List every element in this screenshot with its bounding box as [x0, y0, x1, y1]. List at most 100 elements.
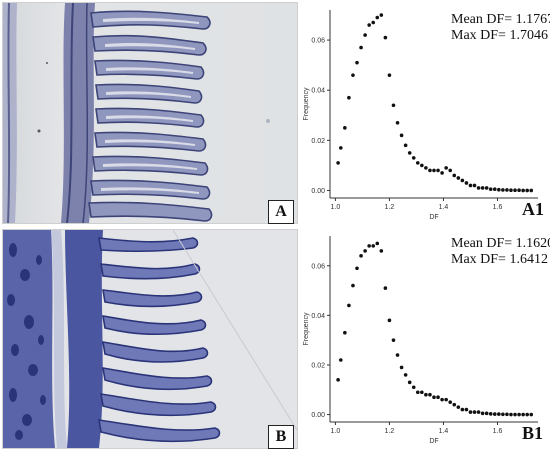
chart-b1-data-point [339, 358, 343, 362]
chart-b1-svg: 1.0 1.2 1.4 1.6 0.00 0.02 0.04 0.06 DF Frequency [303, 236, 538, 445]
chart-a1-data-point [440, 171, 444, 175]
chart-a1-data-point [476, 186, 481, 190]
panel-label-a: A [268, 200, 294, 224]
chart-a1-y-tick-label: 0.06 [311, 38, 325, 45]
chart-b1-data-point [484, 411, 489, 416]
chart-b1-data-point [448, 400, 453, 404]
chart-a1-data-point [497, 187, 501, 192]
chart-b1-data-point [379, 249, 384, 253]
chart-b1-data-point [521, 412, 525, 417]
chart-b1-x-tick-label: 1.0 [331, 428, 341, 435]
chart-a1-data-point [456, 176, 461, 180]
chart-a1-stats: Mean DF= 1.1767 Max DF= 1.7046 [451, 12, 550, 44]
chart-b1-data-point [387, 318, 392, 323]
chart-a1-max-df: Max DF= 1.7046 [451, 28, 548, 43]
chart-b1-data-point [509, 412, 513, 417]
chart-b1-panel-label: B1 [522, 423, 544, 443]
chart-b1-stats: Mean DF= 1.1620 Max DF= 1.6412 [451, 236, 550, 268]
chart-a1-data-point [432, 168, 436, 173]
micrograph-b-image [3, 230, 297, 448]
chart-b1-data-point [391, 338, 396, 342]
chart-a1-data-point [525, 188, 529, 193]
chart-b1-data-point [517, 412, 521, 417]
chart-a1-data-point [513, 188, 517, 193]
chart-a1-y-tick-label: 0.00 [311, 188, 325, 195]
chart-b1-data-point [411, 385, 416, 390]
chart-b1-data-point [371, 244, 376, 248]
chart-b1-data-point [464, 407, 469, 412]
chart-b1-data-point [497, 412, 501, 416]
chart-b1-data-point [343, 330, 347, 335]
chart-a1-data-point [411, 156, 416, 160]
chart-a1-x-axis-label: DF [429, 214, 438, 221]
chart-b1-data-point [359, 254, 363, 258]
chart-a1-data-point [468, 183, 473, 188]
chart-a1-data-point [355, 60, 359, 65]
chart-a1-x-tick-label: 1.2 [385, 204, 395, 211]
chart-a1-data-point [379, 13, 384, 17]
chart-a1-data-point [387, 73, 392, 77]
chart-b1-data-point [468, 410, 473, 414]
chart-b1-data-point [415, 390, 420, 395]
chart-b1-data-point [472, 410, 477, 414]
micrograph-panel-a [2, 2, 298, 224]
chart-b1-data-point [336, 378, 340, 382]
chart-a1-y-tick-label: 0.02 [311, 138, 325, 145]
panel-label-b: B [268, 425, 294, 449]
chart-b1-data-point [420, 390, 424, 395]
chart-a1-data-point [407, 151, 412, 155]
chart-a1-data-point [428, 168, 432, 173]
chart-a1-mean-df: Mean DF= 1.1767 [451, 12, 550, 27]
chart-b1-x-tick-label: 1.6 [493, 428, 503, 435]
chart-b1-max-df: Max DF= 1.6412 [451, 252, 548, 267]
chart-b1-data-point [395, 353, 400, 357]
chart-a1-data-point [444, 166, 448, 170]
chart-a1-data-point [383, 35, 388, 40]
chart-b1-data-point [432, 395, 436, 399]
chart-b1-y-tick-label: 0.06 [311, 263, 325, 270]
chart-a1-data-point [343, 126, 347, 130]
chart-b1-data-point [529, 412, 534, 417]
chart-a1-data-point [464, 181, 469, 185]
chart-a1-data-point [347, 95, 351, 100]
chart-a1-y-tick-label: 0.04 [311, 88, 325, 95]
chart-b1-data-point [480, 411, 485, 416]
micrograph-panel-b [2, 229, 298, 449]
chart-b1-data-point [456, 405, 461, 409]
chart-a1-data-point [529, 188, 534, 193]
chart-a1-data-point [371, 20, 376, 25]
chart-b1-data-point [444, 397, 448, 402]
chart-b1-y-tick-label: 0.04 [311, 313, 325, 320]
chart-a1-data-point [472, 183, 477, 188]
chart-b1-data-point [452, 402, 457, 407]
chart-b1-y-axis-label: Frequency [303, 312, 310, 346]
chart-b1-data-point [436, 395, 440, 399]
chart-b1-data-point [351, 283, 355, 288]
chart-a1-data-point [415, 161, 420, 165]
chart-a1-data-point [509, 188, 513, 193]
chart-a1-data-point [436, 168, 440, 173]
micrograph-a-image [3, 3, 297, 223]
chart-a1-data-point [339, 146, 343, 150]
chart-a1-data-point [517, 188, 521, 193]
chart-b1-data-point [476, 410, 481, 414]
chart-b1-mean-df: Mean DF= 1.1620 [451, 236, 550, 251]
chart-a1-data-point [351, 73, 355, 77]
chart-b1-x-axis-label: DF [429, 438, 438, 445]
chart-a1-data-point [367, 23, 371, 27]
chart-b1-y-tick-label: 0.02 [311, 362, 325, 369]
chart-b1-data-point [488, 412, 493, 416]
chart-a1-data-point [501, 188, 505, 192]
chart-b1-data-point [375, 241, 380, 246]
chart-a1-data-point [359, 45, 363, 50]
chart-b1-data-point [363, 249, 367, 253]
chart-a1-data-point [448, 168, 453, 173]
chart-b1-data-point [492, 412, 497, 416]
chart-a1-data-point [480, 186, 485, 190]
chart-b1-data-point [347, 303, 351, 308]
chart-b1-data-point [428, 392, 432, 397]
chart-a1-svg: 1.0 1.2 1.4 1.6 0.00 0.02 0.04 0.06 DF Frequency [303, 10, 538, 221]
chart-a1-x-tick-label: 1.4 [439, 204, 449, 211]
chart-b1-data-point [525, 412, 529, 417]
chart-a1: 1.0 1.2 1.4 1.6 0.00 0.02 0.04 0.06 DF Frequency [300, 0, 550, 224]
